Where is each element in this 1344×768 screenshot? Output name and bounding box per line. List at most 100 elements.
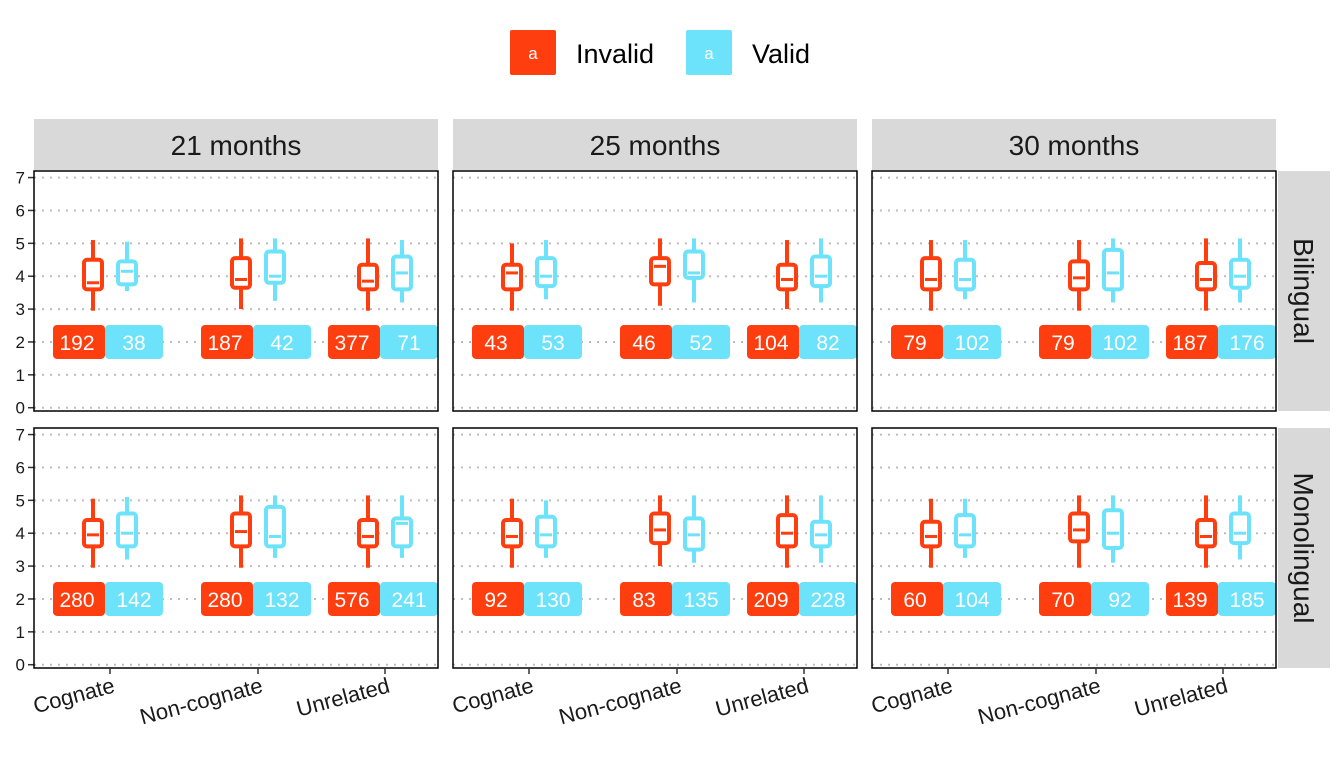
legend-swatch-valid [686,30,732,75]
count-label-invalid: 377 [334,332,369,355]
box-valid [116,241,138,291]
box-invalid [776,240,798,310]
count-labels: 209 228 [747,581,857,616]
y-tick-label: 7 [16,169,25,188]
count-labels: 104 82 [747,324,857,359]
panel-border [33,427,439,669]
count-label-invalid: 280 [59,589,94,612]
count-label-valid: 135 [683,589,718,612]
y-tick-label: 7 [16,426,25,445]
row-strip [1278,171,1330,411]
x-tick-label: Cognate [449,673,536,719]
box-body [954,257,976,292]
y-tick-label: 5 [16,234,25,253]
box-invalid [649,495,671,567]
x-axis: Cognate Non-cognate Unrelated [30,668,392,729]
box-valid [810,495,832,563]
count-label-valid-bg [799,324,857,359]
count-labels: 187 176 [1166,324,1276,359]
box-invalid [501,243,523,311]
count-labels: 70 92 [1039,581,1149,616]
box-valid [954,498,976,558]
x-tick-label: Non-cognate [137,673,265,730]
box-body [1102,247,1124,292]
box-body [776,262,798,292]
box-body [1229,511,1251,546]
count-label-valid-bg [380,324,438,359]
box-invalid [920,498,942,568]
box-invalid [920,240,942,311]
count-label-valid-bg [799,581,857,616]
box-body [116,259,138,287]
legend-swatch-glyph: a [704,44,714,63]
count-label-invalid: 92 [484,589,507,612]
count-label-valid-bg [524,324,582,359]
box-valid [1102,238,1124,303]
count-label-invalid: 79 [903,332,926,355]
count-label-valid: 241 [391,589,426,612]
count-label-valid-bg [943,324,1001,359]
count-label-valid: 132 [264,589,299,612]
y-tick-label: 2 [16,590,25,609]
panel-border [871,170,1277,412]
y-tick-label: 0 [16,399,25,418]
legend-item-valid: a Valid [686,30,810,75]
box-invalid [357,495,379,568]
count-label-valid-bg [1218,581,1276,616]
y-tick-label: 1 [16,366,25,385]
x-tick-label: Cognate [868,673,955,719]
panel-border [452,427,858,669]
count-label-valid: 92 [1108,589,1131,612]
box-body [230,511,252,549]
col-strip [872,119,1276,170]
count-label-valid-bg [105,324,163,359]
row-strip-label: Bilingual [1288,238,1319,344]
box-body [954,513,976,549]
box-body [776,513,798,549]
count-label-invalid: 280 [207,589,242,612]
box-body [82,257,104,292]
box-body [264,249,286,285]
count-label-invalid-bg [201,324,253,359]
count-labels: 83 135 [620,581,730,616]
count-label-valid: 52 [689,332,712,355]
box-body [116,511,138,549]
count-label-invalid: 192 [59,332,94,355]
box-body [264,504,286,549]
count-labels: 79 102 [891,324,1001,359]
count-label-invalid: 60 [903,589,926,612]
count-label-valid: 38 [122,332,145,355]
box-valid [954,240,976,300]
box-body [1195,261,1217,292]
panel: 79 102 79 102 187 176 [871,170,1277,412]
count-labels: 192 38 [53,324,163,359]
legend-label-invalid: Invalid [576,39,654,69]
box-valid [1102,495,1124,563]
count-label-valid-bg [380,581,438,616]
count-label-invalid: 70 [1051,589,1074,612]
count-labels: 46 52 [620,324,730,359]
col-strip-label: 21 months [171,130,302,161]
count-label-valid: 71 [397,332,420,355]
box-valid [116,497,138,560]
count-label-invalid: 187 [1172,332,1207,355]
box-body [535,514,557,549]
y-axis: 0 1 2 3 4 5 6 7 [16,426,34,675]
count-labels: 576 241 [328,581,438,616]
count-label-valid: 102 [954,332,989,355]
panel: 192 38 187 42 377 71 [33,170,439,412]
count-label-valid-bg [105,581,163,616]
row-strip-label: Monolingual [1288,473,1319,624]
box-valid [264,495,286,558]
count-label-invalid: 104 [753,332,788,355]
count-labels: 43 53 [472,324,582,359]
count-label-invalid: 209 [753,589,788,612]
box-invalid [230,495,252,568]
y-tick-label: 0 [16,656,25,675]
box-valid [264,238,286,301]
count-label-valid-bg [672,324,730,359]
count-label-valid: 42 [270,332,293,355]
box-invalid [649,238,671,306]
box-body [357,262,379,292]
box-body [920,256,942,292]
